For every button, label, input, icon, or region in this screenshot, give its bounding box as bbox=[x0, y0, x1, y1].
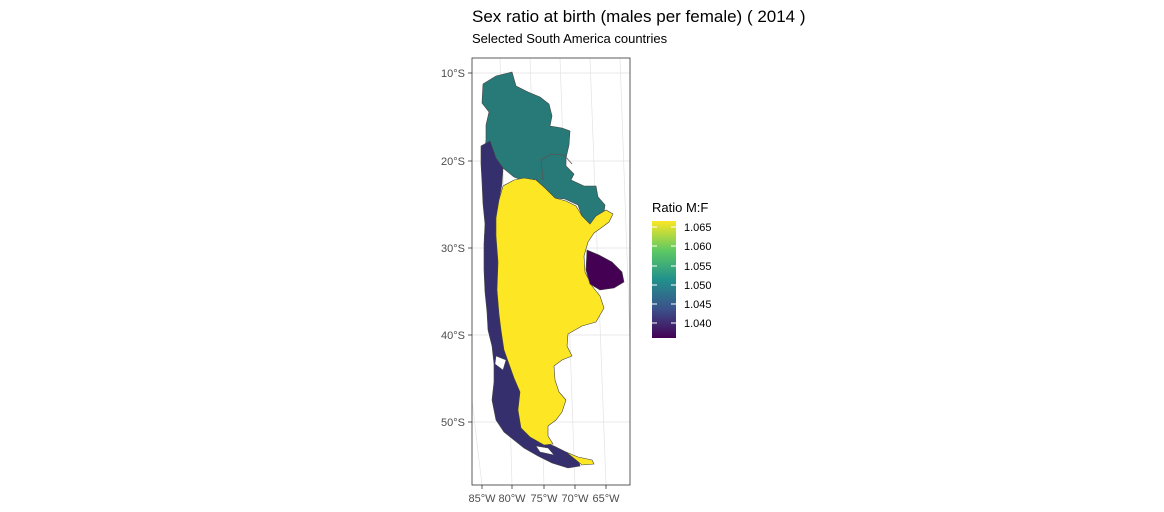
x-tick-label: 85°W bbox=[468, 493, 496, 505]
legend-title: Ratio M:F bbox=[652, 200, 708, 215]
legend-label: 1.065 bbox=[684, 222, 712, 234]
island-gap bbox=[494, 355, 507, 371]
region-argentina bbox=[495, 177, 614, 446]
legend-label: 1.055 bbox=[684, 261, 712, 273]
map-title: Sex ratio at birth (males per female) ( … bbox=[472, 7, 806, 26]
y-axis: 10°S 20°S 30°S 40°S 50°S bbox=[441, 68, 472, 429]
map-panel bbox=[471, 57, 631, 486]
legend-label: 1.060 bbox=[684, 241, 712, 253]
meridian-60w bbox=[619, 57, 631, 341]
legend-ticks bbox=[652, 226, 676, 324]
legend-label: 1.050 bbox=[684, 280, 712, 292]
x-tick-label: 65°W bbox=[592, 493, 620, 505]
strait-gap bbox=[535, 445, 555, 456]
y-tick-label: 10°S bbox=[441, 68, 465, 80]
y-tick-label: 50°S bbox=[441, 417, 465, 429]
legend-label: 1.045 bbox=[684, 299, 712, 311]
x-axis: 85°W 80°W 75°W 70°W 65°W bbox=[468, 485, 620, 505]
panel-border bbox=[471, 57, 631, 486]
meridian-85w bbox=[471, 399, 483, 486]
map-subtitle: Selected South America countries bbox=[472, 31, 668, 46]
border-line bbox=[540, 153, 573, 181]
y-tick-label: 30°S bbox=[441, 243, 465, 255]
region-argentina-tierra-del-fuego bbox=[565, 451, 595, 466]
x-tick-label: 80°W bbox=[498, 493, 526, 505]
x-tick-label: 75°W bbox=[530, 493, 558, 505]
legend-colorbar bbox=[652, 221, 676, 338]
legend-label: 1.040 bbox=[684, 318, 712, 330]
y-tick-label: 20°S bbox=[441, 156, 465, 168]
legend: Ratio M:F 1.065 1.060 1.055 1.050 1.045 … bbox=[652, 200, 712, 338]
region-uruguay bbox=[585, 249, 625, 291]
y-tick-label: 40°S bbox=[441, 330, 465, 342]
x-tick-label: 70°W bbox=[561, 493, 589, 505]
